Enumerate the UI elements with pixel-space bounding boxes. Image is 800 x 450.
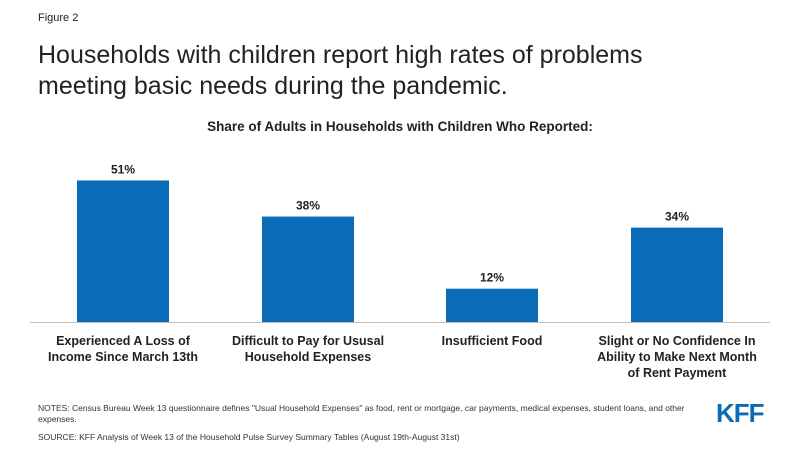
category-label: Experienced A Loss of [56, 334, 191, 348]
notes-text: NOTES: Census Bureau Week 13 questionnai… [38, 403, 685, 424]
category-label: Ability to Make Next Month [597, 350, 757, 364]
category-label: Difficult to Pay for Ususal [232, 334, 384, 348]
category-label: of Rent Payment [628, 366, 727, 380]
category-label: Income Since March 13th [48, 350, 198, 364]
headline: Households with children report high rat… [38, 41, 643, 100]
data-label: 12% [480, 271, 504, 285]
bar [262, 216, 354, 322]
data-label: 38% [296, 199, 320, 213]
bar [446, 288, 538, 322]
data-label: 34% [665, 210, 689, 224]
kff-logo: KFF [716, 398, 765, 428]
bar-chart: 51% Experienced A Loss of Income Since Mar… [30, 162, 770, 380]
category-label: Slight or No Confidence In [599, 334, 756, 348]
category-label: Insufficient Food [442, 334, 543, 348]
source-text: SOURCE: KFF Analysis of Week 13 of the H… [38, 432, 460, 442]
chart-title: Share of Adults in Households with Child… [207, 119, 593, 134]
category-label: Household Expenses [245, 350, 371, 364]
figure-label: Figure 2 [38, 12, 79, 24]
bar [631, 227, 723, 322]
data-label: 51% [111, 162, 135, 176]
bar [77, 180, 169, 322]
